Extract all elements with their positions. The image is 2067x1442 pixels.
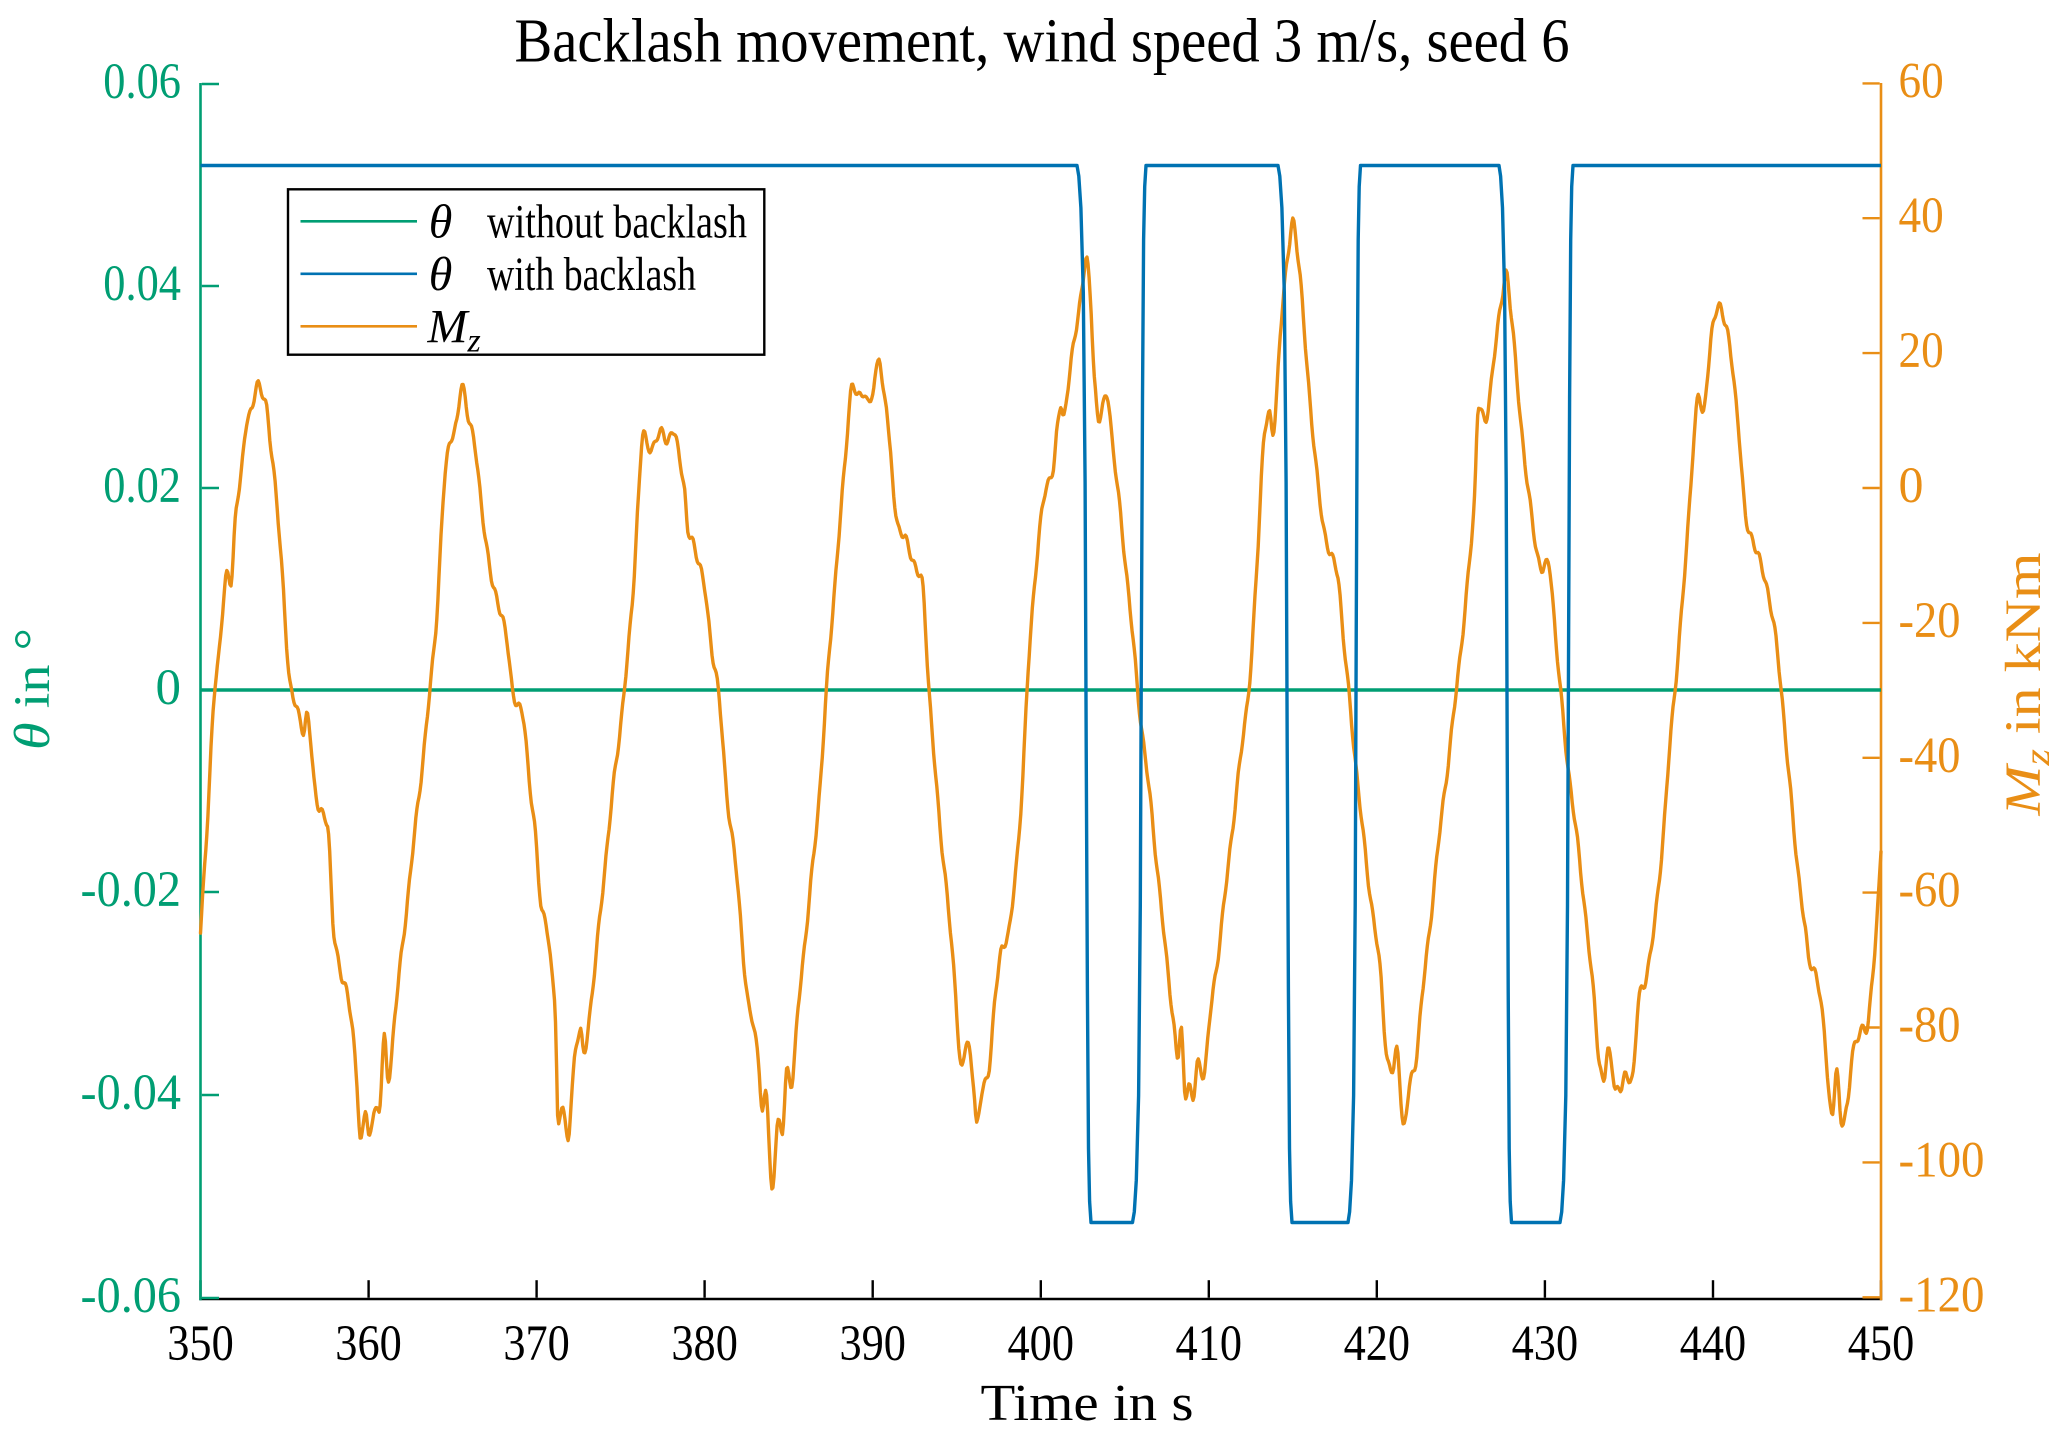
svg-text:-0.04: -0.04 [81,1065,182,1121]
svg-text:Time in s: Time in s [981,1375,1194,1432]
svg-text:410: 410 [1176,1316,1243,1372]
svg-text:390: 390 [839,1316,906,1372]
svg-text:θ: θ [429,248,453,301]
svg-text:-100: -100 [1899,1132,1985,1188]
svg-text:without backlash: without backlash [487,196,747,249]
svg-text:with backlash: with backlash [487,248,696,301]
svg-text:θ in °: θ in ° [5,628,61,750]
svg-text:400: 400 [1008,1316,1075,1372]
svg-text:0.02: 0.02 [103,458,181,514]
svg-text:430: 430 [1512,1316,1579,1372]
svg-text:θ: θ [429,196,453,249]
svg-text:380: 380 [671,1316,738,1372]
svg-text:370: 370 [503,1316,570,1372]
svg-text:440: 440 [1680,1316,1747,1372]
svg-text:0.04: 0.04 [103,256,181,312]
svg-text:350: 350 [167,1316,234,1372]
svg-text:-0.02: -0.02 [81,862,182,918]
svg-text:420: 420 [1344,1316,1411,1372]
svg-text:-120: -120 [1899,1267,1985,1323]
svg-text:450: 450 [1848,1316,1915,1372]
svg-text:-20: -20 [1899,593,1961,649]
svg-text:360: 360 [335,1316,402,1372]
svg-text:Backlash movement, wind speed: Backlash movement, wind speed 3 m/s, see… [515,8,1570,76]
svg-text:20: 20 [1899,323,1944,379]
svg-text:40: 40 [1899,188,1944,244]
svg-text:-60: -60 [1899,863,1961,919]
svg-text:-0.06: -0.06 [81,1268,182,1324]
svg-text:-40: -40 [1899,728,1961,784]
svg-text:Mz in kNm: Mz in kNm [1996,553,2057,817]
svg-text:0: 0 [1899,458,1924,514]
svg-text:0.06: 0.06 [103,54,181,110]
svg-text:60: 60 [1899,53,1944,109]
svg-text:0: 0 [156,660,182,716]
svg-text:-80: -80 [1899,998,1961,1054]
